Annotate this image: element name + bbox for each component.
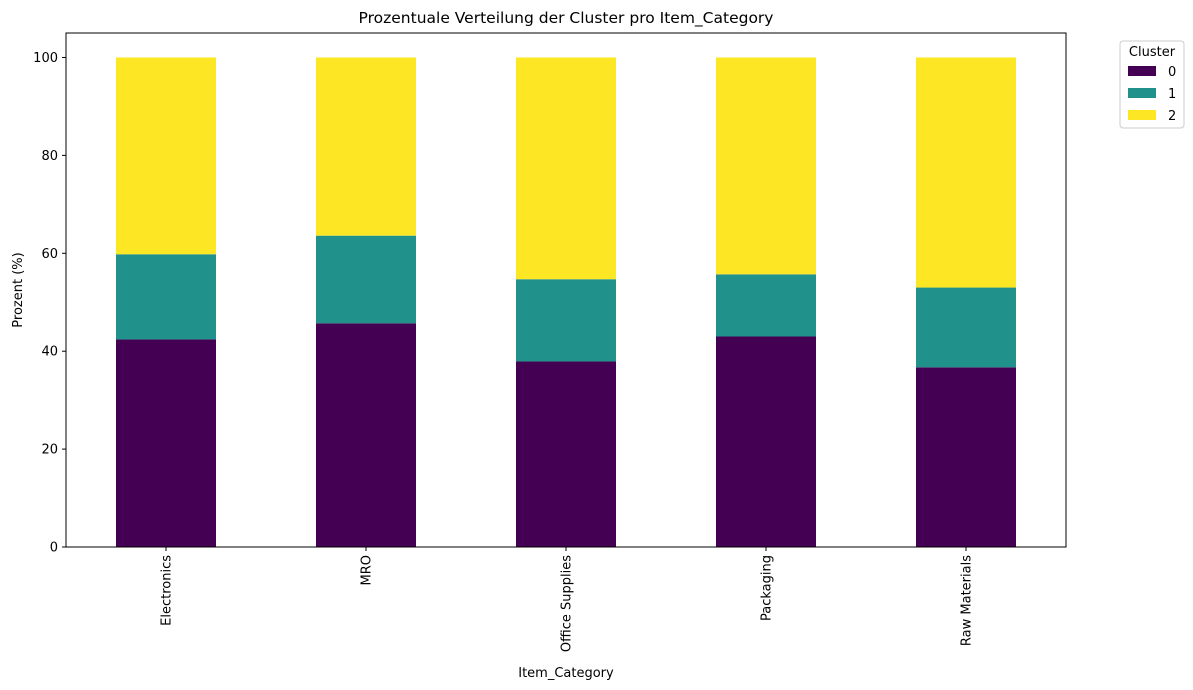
legend-title: Cluster [1129,45,1176,60]
x-tick-label: Packaging [760,555,775,621]
y-tick-label: 100 [33,51,58,66]
bar-office-supplies-cluster-2 [516,57,616,280]
bar-office-supplies-cluster-0 [516,361,616,547]
y-axis-title: Prozent (%) [11,252,26,327]
bar-packaging-cluster-1 [716,274,816,337]
bar-electronics-cluster-2 [116,57,216,255]
legend-swatch-cluster-0 [1128,66,1156,76]
legend-swatch-cluster-2 [1128,110,1156,120]
y-tick-label: 40 [41,345,58,360]
bar-raw-materials-cluster-2 [916,57,1016,288]
y-tick-label: 60 [41,247,58,262]
bar-electronics-cluster-0 [116,339,216,547]
y-axis: 0 20 40 60 80 100 [33,51,66,556]
x-axis: Electronics MRO Office Supplies Packaging Ra… [160,547,975,652]
legend-swatch-cluster-1 [1128,88,1156,98]
bar-electronics-cluster-1 [116,254,216,340]
x-tick-label: MRO [360,555,375,585]
bar-packaging-cluster-0 [716,336,816,547]
legend-frame [1119,40,1185,129]
bar-packaging-cluster-2 [716,57,816,275]
y-tick-label: 0 [50,541,58,556]
bars-group [116,57,1016,547]
bar-raw-materials-cluster-1 [916,287,1016,368]
plot-frame [65,32,1067,548]
legend-label-cluster-0: 0 [1168,65,1176,80]
x-tick-label: Office Supplies [560,555,575,652]
y-tick-label: 80 [41,149,58,164]
bar-mro-cluster-2 [316,57,416,236]
legend-label-cluster-1: 1 [1168,87,1176,102]
x-tick-label: Electronics [160,555,175,626]
bar-mro-cluster-0 [316,323,416,547]
bar-mro-cluster-1 [316,235,416,324]
chart-title: Prozentuale Verteilung der Cluster pro I… [359,9,774,28]
y-tick-label: 20 [41,443,58,458]
legend-label-cluster-2: 2 [1168,109,1176,124]
legend: Cluster 0 1 2 [1119,40,1185,129]
x-axis-title: Item_Category [518,666,614,681]
bar-office-supplies-cluster-1 [516,279,616,362]
bar-raw-materials-cluster-0 [916,367,1016,547]
x-tick-label: Raw Materials [960,555,975,646]
